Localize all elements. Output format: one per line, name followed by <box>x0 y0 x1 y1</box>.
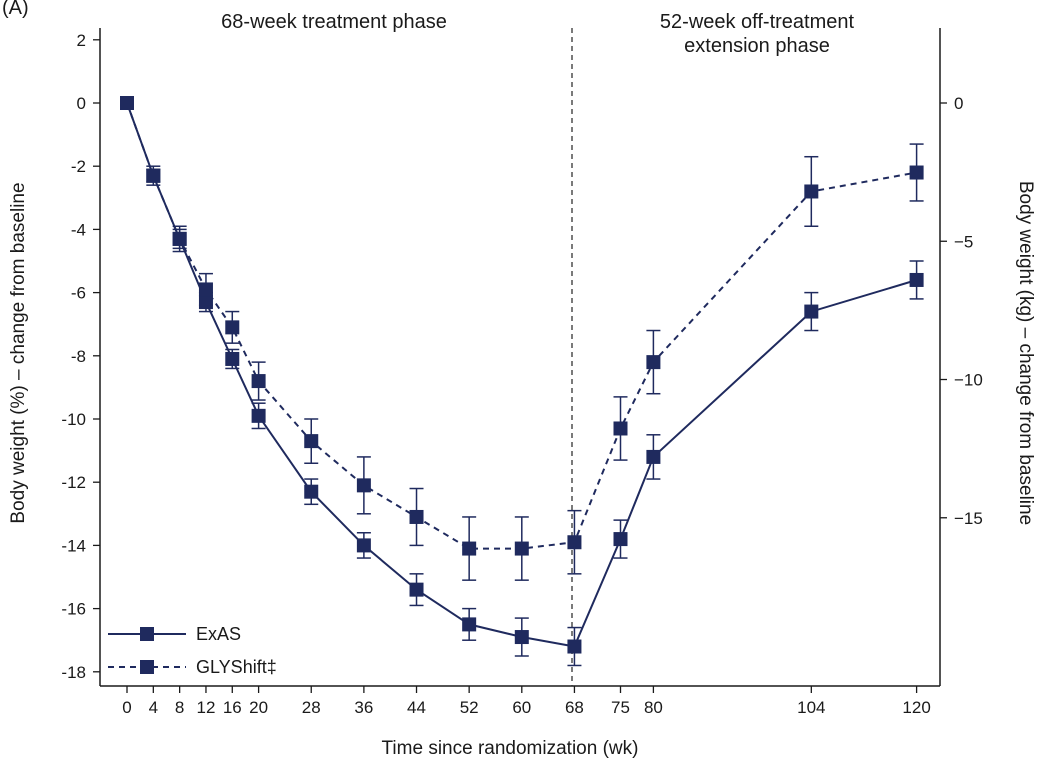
phase-label-extension-line2: extension phase <box>684 35 830 57</box>
legend-label-exas: ExAS <box>196 624 241 644</box>
point-exas <box>804 304 819 319</box>
y-axis-title-left: Body weight (%) – change from baseline <box>8 182 29 523</box>
y-right-tick-label: −15 <box>954 509 983 528</box>
series-line-glyshift <box>126 102 917 550</box>
point-glyshift <box>514 541 529 556</box>
y-right-tick-label: −10 <box>954 371 983 390</box>
x-tick-label: 4 <box>149 698 158 717</box>
point-glyshift <box>804 184 819 199</box>
y-axis-title-right: Body weight (kg) – change from baseline <box>1015 181 1036 525</box>
point-glyshift <box>909 165 924 180</box>
x-tick-label: 60 <box>512 698 531 717</box>
point-exas <box>909 272 924 287</box>
point-exas <box>409 582 424 597</box>
y-left-tick-label: -16 <box>61 600 86 619</box>
x-tick-label: 12 <box>196 698 215 717</box>
x-tick-label: 44 <box>407 698 426 717</box>
y-left-tick-label: 0 <box>77 94 86 113</box>
point-exas <box>514 630 529 645</box>
point-glyshift <box>120 96 134 110</box>
x-tick-label: 0 <box>122 698 131 717</box>
point-exas <box>567 639 582 654</box>
y-left-tick-label: -14 <box>61 536 86 555</box>
x-tick-label: 75 <box>611 698 630 717</box>
x-tick-label: 52 <box>460 698 479 717</box>
point-exas <box>462 617 477 632</box>
point-glyshift <box>304 434 319 449</box>
y-left-tick-label: -6 <box>71 284 86 303</box>
x-tick-label: 16 <box>223 698 242 717</box>
phase-label-extension-line1: 52-week off-treatment <box>660 11 855 33</box>
point-exas <box>613 532 628 547</box>
x-axis-title: Time since randomization (wk) <box>382 738 639 759</box>
y-right-tick-label: 0 <box>954 94 963 113</box>
lines-layer <box>126 102 917 648</box>
point-glyshift <box>613 421 628 436</box>
y-left-tick-label: -2 <box>71 157 86 176</box>
point-glyshift <box>409 509 424 524</box>
errorbar-layer <box>120 100 924 667</box>
point-glyshift <box>462 541 477 556</box>
point-glyshift <box>198 282 213 297</box>
legend-label-glyshift: GLYShift‡ <box>196 657 277 677</box>
y-right-tick-label: −5 <box>954 232 973 251</box>
point-glyshift <box>567 535 582 550</box>
point-glyshift <box>172 231 187 246</box>
point-glyshift <box>646 355 661 370</box>
point-exas <box>646 449 661 464</box>
series-line-exas <box>126 102 917 648</box>
x-tick-label: 68 <box>565 698 584 717</box>
x-tick-label: 28 <box>302 698 321 717</box>
x-tick-label: 80 <box>644 698 663 717</box>
panel-label: (A) <box>2 0 29 19</box>
point-glyshift <box>146 168 161 183</box>
point-exas <box>225 351 240 366</box>
x-tick-label: 36 <box>354 698 373 717</box>
point-glyshift <box>251 374 266 389</box>
x-tick-label: 20 <box>249 698 268 717</box>
y-left-tick-label: -10 <box>61 410 86 429</box>
legend: ExAS GLYShift‡ <box>108 624 277 677</box>
x-tick-label: 120 <box>902 698 930 717</box>
legend-marker-glyshift <box>140 660 154 674</box>
x-tick-label: 104 <box>797 698 825 717</box>
point-exas <box>251 408 266 423</box>
y-left-tick-label: -8 <box>71 347 86 366</box>
x-tick-label: 8 <box>175 698 184 717</box>
legend-marker-exas <box>140 627 154 641</box>
ticks-layer: 0 4 8 12 16 20 28 36 44 52 60 68 75 80 104 12020-2-4-6-… <box>61 31 982 717</box>
y-left-tick-label: -12 <box>61 473 86 492</box>
y-left-tick-label: -18 <box>61 663 86 682</box>
point-exas <box>198 295 213 310</box>
point-glyshift <box>356 478 371 493</box>
phase-label-treatment: 68-week treatment phase <box>221 11 447 33</box>
y-left-tick-label: 2 <box>77 31 86 50</box>
y-left-tick-label: -4 <box>71 220 86 239</box>
point-glyshift <box>225 320 240 335</box>
point-exas <box>304 484 319 499</box>
point-exas <box>356 538 371 553</box>
markers-layer <box>120 96 924 654</box>
